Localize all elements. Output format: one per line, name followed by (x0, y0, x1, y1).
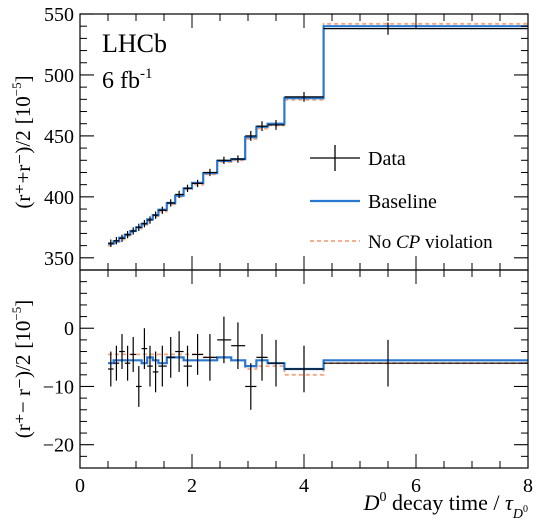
top-data-point (108, 239, 114, 247)
top-series-layer (108, 22, 528, 247)
top-baseline-step-line (108, 25, 528, 245)
bottom-data-point (231, 322, 246, 369)
bottom-data-point (203, 334, 218, 381)
top-data-point (158, 206, 167, 214)
bottom-x-tick-label: 6 (411, 475, 421, 497)
luminosity-label: 6 fb-1 (102, 66, 153, 94)
bottom-y-tick-label: −20 (43, 435, 74, 457)
bottom-y-tick: −20 (43, 435, 528, 457)
bottom-data-point (256, 334, 268, 381)
bottom-series-layer (108, 316, 528, 410)
bottom-data-point (108, 351, 114, 387)
bottom-data-point (245, 363, 257, 410)
top-y-tick: 450 (44, 126, 528, 148)
bottom-data-point (284, 345, 324, 393)
bottom-axes: −20 −10 0 0 2 4 6 8 (43, 269, 533, 497)
legend-data-label: Data (368, 148, 406, 170)
bottom-panel-frame (79, 269, 529, 469)
top-data-point (323, 22, 528, 35)
bottom-y-tick: −10 (43, 376, 528, 398)
top-data-point (152, 211, 159, 219)
top-data-point (231, 155, 246, 163)
top-data-point (136, 223, 142, 231)
bottom-data-point (192, 334, 204, 375)
bottom-x-tick-label: 4 (299, 475, 309, 497)
top-data-point (183, 184, 192, 192)
bottom-y-tick-label: 0 (64, 318, 74, 340)
bottom-data-point (136, 366, 142, 407)
bottom-x-tick-label: 0 (75, 475, 85, 497)
x-axis-label: D0 decay time / τD0 (363, 490, 528, 522)
top-y-tick: 400 (44, 187, 528, 209)
bottom-data-point (323, 339, 528, 387)
top-y-tick-label: 550 (44, 4, 74, 26)
bottom-y-tick: 0 (64, 318, 528, 340)
top-data-point (192, 179, 204, 188)
bottom-data-point (267, 339, 285, 387)
top-y-tick: 550 (44, 4, 528, 26)
top-y-axis-label: (r⁺+r⁻)/2[10−5] (9, 75, 35, 208)
top-data-point (245, 131, 257, 141)
top-y-tick-label: 350 (44, 248, 74, 270)
bottom-data-point (113, 345, 120, 381)
bottom-y-axis-label: (r⁺− r⁻)/2[10−5] (9, 300, 35, 438)
bottom-data-point (119, 334, 125, 369)
top-data-point (217, 156, 232, 164)
bottom-data-point (183, 345, 192, 387)
bottom-data-point (166, 336, 176, 378)
top-data-point (119, 234, 125, 242)
bottom-data-point (158, 345, 167, 387)
top-y-tick: 350 (44, 248, 528, 270)
legend-no-cp-label: No CP violation (368, 232, 493, 253)
top-axes: 350 400 450 500 550 (44, 4, 529, 271)
top-data-point (267, 120, 285, 130)
top-y-tick-label: 400 (44, 187, 74, 209)
top-data-point (130, 227, 136, 235)
bottom-no-cp-violation-step-line (108, 353, 528, 376)
legend-item-baseline: Baseline (310, 191, 437, 213)
top-y-tick-label: 500 (44, 65, 74, 87)
top-panel: 350 400 450 500 550 LHCb 6 fb-1 Data Baselin… (9, 4, 529, 271)
bottom-data-point (152, 351, 159, 393)
bottom-data-point (141, 328, 148, 369)
top-data-point (175, 190, 184, 199)
top-data-point (124, 230, 131, 239)
bottom-data-point (217, 316, 232, 364)
legend-item-no-cp-violation: No CP violation (310, 232, 493, 253)
legend-baseline-label: Baseline (368, 191, 437, 213)
top-data-point (256, 121, 268, 132)
bottom-data-point (147, 345, 153, 387)
legend: Data Baseline No CP violation (310, 145, 493, 253)
top-no-cp-violation-step-line (108, 22, 528, 247)
experiment-label: LHCb (102, 29, 167, 58)
bottom-x-tick-label: 2 (187, 475, 197, 497)
top-data-point (284, 92, 324, 102)
top-data-point (113, 237, 120, 245)
top-data-point (203, 168, 218, 177)
legend-item-data: Data (310, 145, 406, 171)
bottom-baseline-step-line (108, 356, 528, 371)
top-y-tick-label: 450 (44, 126, 74, 148)
bottom-data-point (124, 345, 131, 381)
top-y-tick: 500 (44, 65, 528, 87)
top-data-point (166, 199, 176, 207)
bottom-data-point (130, 336, 136, 372)
bottom-y-tick-label: −10 (43, 376, 74, 398)
top-data-point (147, 216, 153, 224)
bottom-panel: −20 −10 0 0 2 4 6 8 (r⁺− r⁻)/2[10−5] D0 decay t… (9, 269, 533, 522)
top-data-point (141, 220, 148, 228)
bottom-data-point (175, 331, 184, 372)
bottom-x-tick-label: 8 (523, 475, 533, 497)
